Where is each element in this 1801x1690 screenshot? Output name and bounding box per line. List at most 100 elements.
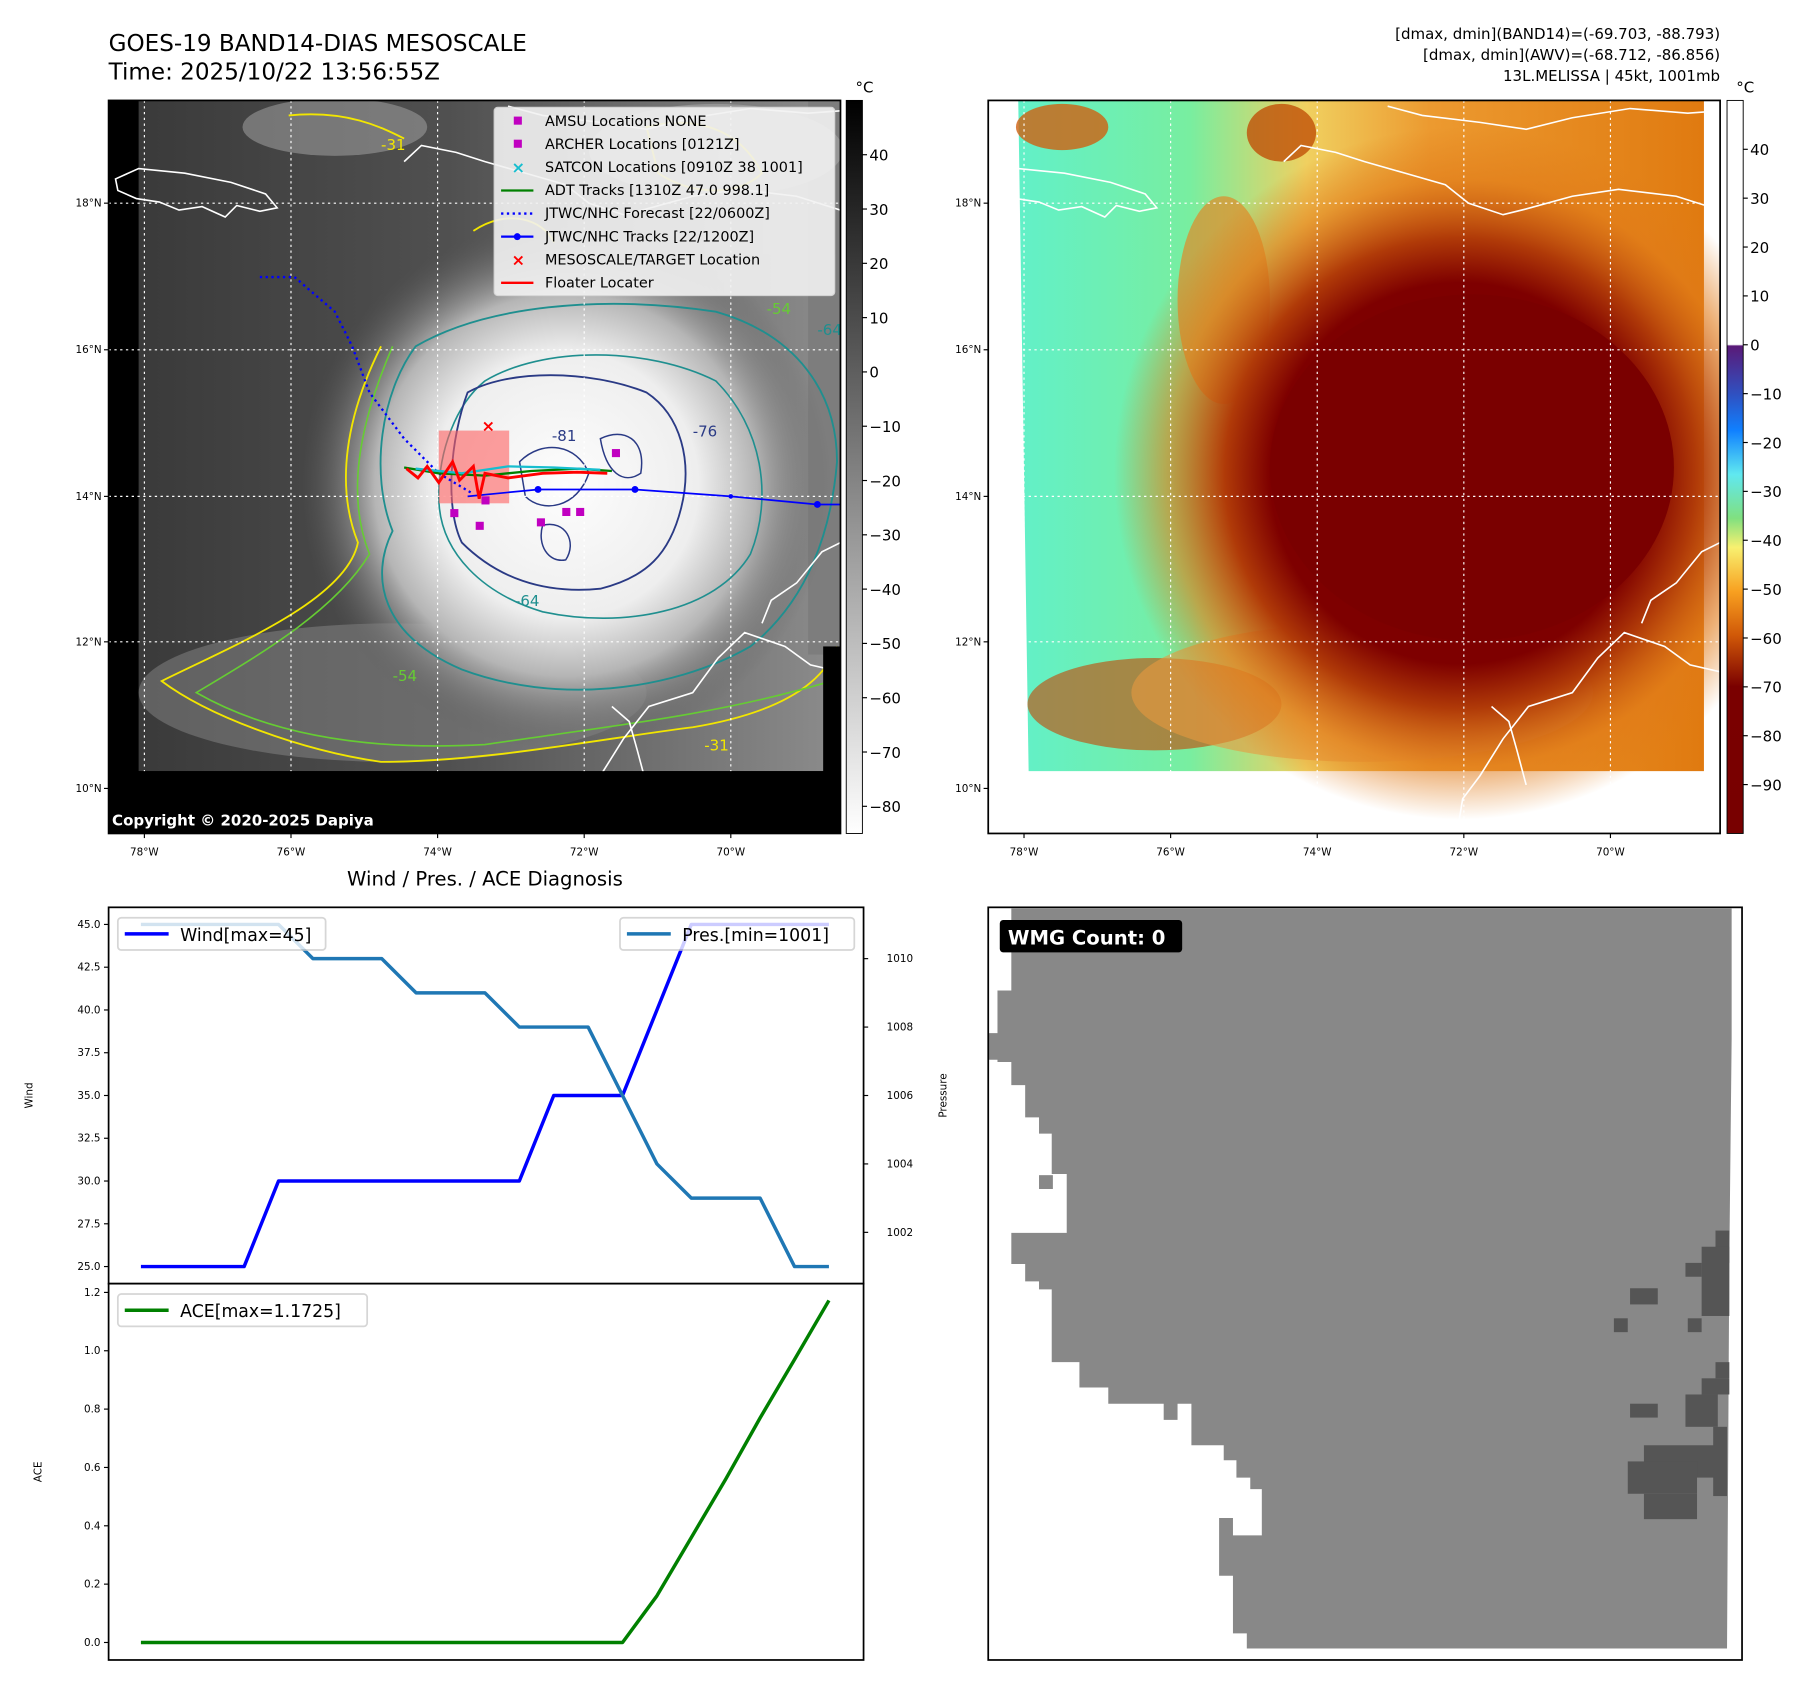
contour-label: -54: [393, 667, 418, 685]
chart-panel-wind: [107, 906, 865, 1285]
colorbar-tick-label: 20: [869, 255, 888, 273]
colorbar-unit: °C: [1736, 78, 1754, 96]
legend-label: JTWC/NHC Tracks [22/1200Z]: [544, 229, 754, 245]
gridlines: [988, 100, 1721, 834]
data-cutoff: [823, 646, 841, 834]
storm-cloud-shield: [300, 219, 832, 751]
y-tick-label: 37.5: [77, 1047, 100, 1059]
y-tick-label: 40.0: [77, 1004, 100, 1016]
lat-tick-label: 10°N: [955, 783, 981, 795]
colorbar-tick-label: −30: [869, 527, 901, 545]
lat-tick-label: 14°N: [76, 491, 102, 503]
colorbar-tick-label: −50: [1750, 581, 1782, 599]
contour-label: -64: [817, 321, 842, 339]
colorbar-tick-label: −70: [869, 744, 901, 762]
contour-label: -76: [693, 422, 718, 440]
chart-legend-label: Wind[max=45]: [180, 926, 311, 946]
colorbar-tick-label: 10: [869, 309, 888, 327]
y2-tick-label: 1010: [887, 953, 913, 965]
contour-teal: [379, 303, 838, 691]
legend-x-icon: ×: [511, 251, 525, 270]
y-axis-label: Wind: [23, 1082, 35, 1108]
lon-tick-label: 78°W: [1010, 846, 1039, 858]
y2-tick-label: 1004: [887, 1158, 914, 1170]
storm-core: [1269, 294, 1674, 641]
y-tick-label: 1.2: [84, 1287, 101, 1299]
wmg-dark-cells: [1613, 1230, 1730, 1520]
chart-legend-label: ACE[max=1.1725]: [180, 1302, 341, 1322]
archer-locations: [450, 449, 620, 530]
lon-tick-label: 74°W: [1303, 846, 1332, 858]
lon-tick-label: 76°W: [277, 846, 306, 858]
lat-tick-label: 12°N: [955, 636, 981, 648]
y-tick-label: 27.5: [77, 1218, 100, 1230]
chart-legend-label: Pres.[min=1001]: [682, 926, 829, 946]
colorbar-tick-label: 30: [1750, 190, 1769, 208]
colorbar-grayscale: [845, 99, 863, 834]
jtwc-track-points: [534, 485, 821, 508]
lat-tick-label: 16°N: [955, 344, 981, 356]
colorbar-temperature: [1726, 99, 1744, 834]
lat-tick-label: 18°N: [76, 198, 102, 210]
contour-navy: [450, 374, 687, 591]
y-tick-label: 35.0: [77, 1090, 100, 1102]
figure-time: Time: 2025/10/22 13:56:55Z: [108, 60, 440, 86]
stats-awv: [dmax, dmin](AWV)=(-68.712, -86.856): [1423, 46, 1720, 64]
lon-tick-label: 78°W: [130, 846, 159, 858]
colorbar-tick-label: 40: [1750, 141, 1769, 159]
y2-axis-label: Pressure: [938, 1073, 950, 1117]
legend-label: ADT Tracks [1310Z 47.0 998.1]: [545, 183, 769, 199]
wmg-count-badge: [999, 920, 1183, 953]
left-map-frame: [107, 99, 842, 835]
wmg-mask: [988, 908, 1732, 1649]
wmg-panel: WMG Count: 0: [987, 906, 1743, 1661]
colorbar-tick-label: −40: [1750, 532, 1782, 550]
y2-tick-label: 1002: [887, 1227, 913, 1239]
contour-yellow: [159, 345, 838, 763]
colorbar-unit: °C: [855, 78, 873, 96]
colorbar-tick-label: −60: [1750, 630, 1782, 648]
lat-tick-label: 12°N: [76, 636, 102, 648]
colorbar-tick-label: −20: [1750, 434, 1782, 452]
lon-tick-label: 76°W: [1156, 846, 1185, 858]
y-tick-label: 32.5: [77, 1133, 100, 1145]
cold-patch: [1246, 103, 1317, 162]
map-legend: AMSU Locations NONE ARCHER Locations [012…: [493, 106, 836, 297]
colorbar-tick-label: 0: [1750, 337, 1760, 355]
colorbar-tick-label: 40: [869, 147, 888, 165]
right-map-frame: [987, 99, 1721, 835]
legend-label: AMSU Locations NONE: [545, 114, 707, 130]
legend-dot-icon: [513, 233, 521, 241]
y-axis-label: ACE: [33, 1461, 45, 1482]
data-cutoff: [108, 771, 841, 834]
colorbar-tick-label: 30: [869, 201, 888, 219]
contour-label: -31: [704, 736, 729, 754]
y-tick-label: 1.0: [84, 1345, 101, 1357]
lat-tick-label: 14°N: [955, 491, 981, 503]
y-tick-label: 0.4: [84, 1520, 101, 1532]
colorbar-tick-label: −20: [869, 472, 901, 490]
wmg-frame: [987, 906, 1743, 1661]
awv-map-panel: [988, 100, 1721, 834]
chart-legend: [116, 916, 327, 951]
colorbar-tick-label: −30: [1750, 483, 1782, 501]
y-tick-label: 42.5: [77, 962, 100, 974]
contour-green: [194, 345, 832, 747]
lon-tick-label: 72°W: [1450, 846, 1479, 858]
colorbar-tick-label: −40: [869, 581, 901, 599]
y-tick-label: 0.2: [84, 1579, 101, 1591]
contour-label: -54: [767, 300, 792, 318]
y-tick-label: 0.0: [84, 1637, 101, 1649]
wmg-count-label: WMG Count: 0: [1008, 926, 1166, 949]
cold-patch: [1015, 103, 1109, 151]
y-tick-label: 25.0: [77, 1261, 100, 1273]
legend-label: ARCHER Locations [0121Z]: [545, 137, 740, 153]
legend-label: MESOSCALE/TARGET Location: [545, 252, 760, 268]
contour-label: -64: [515, 592, 539, 610]
lon-tick-label: 70°W: [1596, 846, 1625, 858]
wmg-cell: [1039, 1175, 1053, 1190]
y-tick-label: 45.0: [77, 919, 100, 931]
lon-tick-label: 72°W: [570, 846, 599, 858]
colorbar-tick-label: −80: [869, 798, 901, 816]
